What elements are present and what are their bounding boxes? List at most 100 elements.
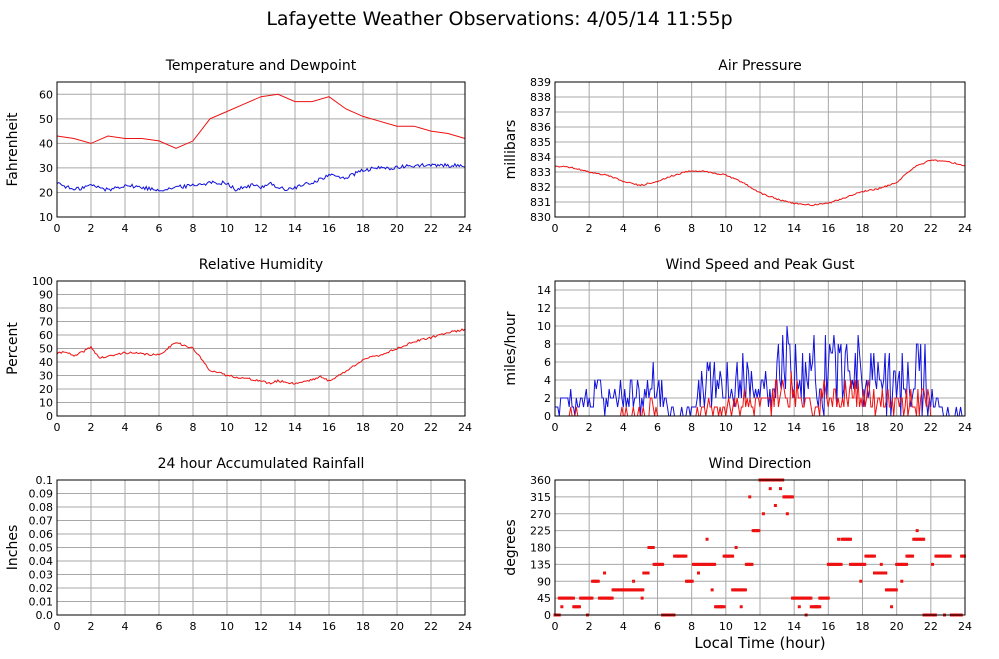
x-tick-label: 22	[424, 620, 438, 633]
chart-title: Wind Speed and Peak Gust	[666, 257, 855, 273]
y-tick-label: 45	[537, 592, 551, 605]
x-tick-label: 6	[654, 620, 661, 633]
series-line-red	[56, 328, 466, 385]
x-tick-label: 2	[586, 222, 593, 235]
direction-point	[719, 605, 723, 609]
x-tick-label: 0	[552, 421, 559, 434]
x-tick-label: 2	[88, 620, 95, 633]
direction-point	[739, 605, 743, 609]
direction-point	[863, 562, 867, 566]
y-tick-label: 835	[530, 136, 551, 149]
x-tick-label: 20	[890, 421, 904, 434]
direction-point	[809, 596, 813, 600]
direction-point	[818, 605, 822, 609]
chart-title: Wind Direction	[709, 456, 812, 472]
plot-frame	[56, 81, 466, 218]
x-tick-label: 14	[288, 222, 302, 235]
y-tick-label: 6	[544, 356, 551, 369]
x-tick-label: 16	[821, 222, 835, 235]
direction-point	[872, 554, 876, 558]
y-tick-label: 270	[530, 508, 551, 521]
y-tick-label: 225	[530, 525, 551, 538]
direction-point	[710, 588, 714, 592]
plot-frame	[554, 280, 966, 417]
x-tick-label: 2	[88, 421, 95, 434]
direction-point	[757, 529, 761, 533]
plot-frame	[56, 479, 466, 616]
direction-point	[922, 537, 926, 541]
direction-point	[590, 596, 594, 600]
direction-point	[697, 571, 700, 575]
direction-point	[676, 554, 680, 558]
direction-point	[748, 495, 752, 499]
direction-point	[560, 605, 564, 609]
x-tick-label: 8	[688, 421, 695, 434]
x-tick-label: 22	[424, 421, 438, 434]
y-tick-label: 830	[530, 211, 551, 224]
y-tick-label: 0.03	[29, 569, 54, 582]
x-tick-label: 2	[586, 620, 593, 633]
direction-point	[641, 588, 645, 592]
chart-title: Relative Humidity	[199, 257, 323, 273]
x-tick-label: 8	[688, 222, 695, 235]
y-tick-label: 0.06	[29, 528, 54, 541]
direction-point	[890, 605, 894, 609]
y-tick-label: 60	[39, 88, 53, 101]
x-tick-label: 24	[958, 421, 972, 434]
y-tick-label: 315	[530, 491, 551, 504]
y-tick-label: 834	[530, 151, 551, 164]
y-tick-label: 836	[530, 121, 551, 134]
y-axis-label: Inches	[5, 525, 21, 570]
direction-point	[948, 554, 952, 558]
direction-point	[797, 605, 801, 609]
x-tick-label: 18	[356, 421, 370, 434]
x-tick-label: 8	[190, 620, 197, 633]
chart-title: Temperature and Dewpoint	[165, 58, 357, 74]
x-tick-label: 4	[122, 620, 129, 633]
x-tick-label: 6	[156, 222, 163, 235]
x-tick-label: 22	[924, 620, 938, 633]
direction-point	[839, 562, 843, 566]
x-tick-label: 16	[821, 620, 835, 633]
direction-point	[608, 596, 612, 600]
y-tick-label: 0.05	[29, 542, 54, 555]
x-tick-label: 0	[54, 421, 61, 434]
x-tick-label: 20	[890, 620, 904, 633]
direction-point	[571, 596, 575, 600]
x-tick-label: 10	[220, 222, 234, 235]
plot-frame	[554, 479, 966, 616]
direction-point	[900, 579, 904, 583]
x-tick-label: 6	[654, 421, 661, 434]
x-tick-label: 22	[924, 222, 938, 235]
direction-point	[632, 579, 636, 583]
y-tick-label: 100	[32, 275, 53, 288]
y-tick-label: 14	[537, 284, 551, 297]
y-tick-label: 8	[544, 338, 551, 351]
x-tick-label: 0	[552, 620, 559, 633]
direction-point	[915, 529, 919, 533]
x-tick-label: 0	[54, 620, 61, 633]
y-tick-label: 4	[544, 374, 551, 387]
y-axis-label: millibars	[503, 120, 519, 180]
x-tick-label: 24	[958, 222, 972, 235]
x-tick-label: 24	[458, 421, 472, 434]
x-tick-label: 2	[586, 421, 593, 434]
direction-point	[651, 546, 655, 549]
y-tick-label: 0	[544, 410, 551, 423]
direction-point	[837, 537, 841, 541]
x-tick-label: 8	[688, 620, 695, 633]
x-tick-label: 16	[821, 421, 835, 434]
x-tick-label: 22	[424, 222, 438, 235]
plot-frame	[554, 81, 966, 218]
y-tick-label: 2	[544, 392, 551, 405]
y-tick-label: 0	[544, 609, 551, 622]
x-tick-label: 0	[552, 222, 559, 235]
x-tick-label: 18	[856, 222, 870, 235]
x-tick-label: 6	[156, 620, 163, 633]
x-tick-label: 16	[322, 421, 336, 434]
direction-point	[905, 562, 909, 566]
direction-point	[768, 487, 772, 491]
x-tick-label: 4	[620, 620, 627, 633]
y-tick-label: 831	[530, 196, 551, 209]
